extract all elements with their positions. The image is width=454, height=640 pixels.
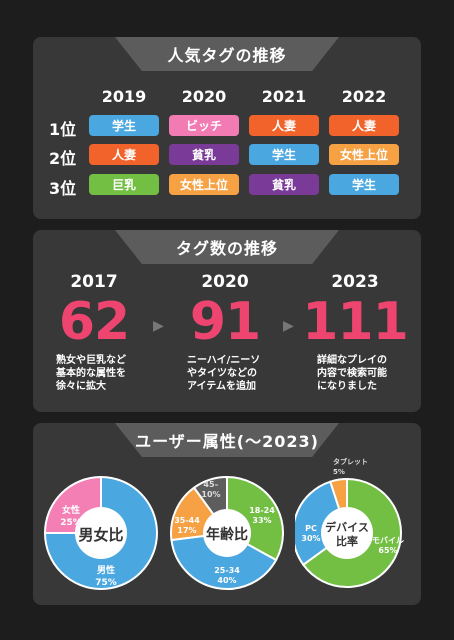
pie-title: 年齢比: [206, 526, 248, 543]
tag-count-column: 2020 91 ニーハイ/ニーソ やタイツなどの アイテムを追加: [170, 272, 280, 393]
pie-title: 比率: [336, 534, 358, 548]
year-header: 2021: [261, 87, 307, 106]
data-label: PC: [305, 524, 317, 533]
pie-center: [75, 507, 127, 559]
arrow-icon: ▶: [283, 318, 294, 334]
data-label: 25%: [60, 518, 82, 528]
pie-title: 男女比: [78, 526, 123, 544]
data-label: タブレット: [333, 458, 368, 466]
year-header: 2022: [341, 87, 387, 106]
pie-title: デバイス: [325, 520, 369, 534]
arrow-icon: ▶: [153, 318, 164, 334]
tag-count-panel: タグ数の推移 2017 62 熟女や巨乳など 基本的な属性を 徐々に拡大 2020 91 ニー…: [33, 230, 421, 412]
rank-label: 1位: [49, 120, 77, 139]
tag-chip: 人妻: [249, 115, 319, 136]
data-label: モバイル: [372, 536, 404, 545]
tag-count-value: 111: [302, 292, 409, 352]
data-label: 18-24: [249, 506, 275, 515]
tag-count-description: ニーハイ/ニーソ やタイツなどの アイテムを追加: [187, 355, 261, 392]
tag-count-description: 詳細なプレイの 内容で検索可能 になりました: [317, 355, 387, 392]
tag-count-column: 2017 62 熟女や巨乳など 基本的な属性を 徐々に拡大: [39, 272, 149, 393]
rank-label: 3位: [49, 179, 77, 198]
data-label: 65%: [378, 546, 397, 555]
tag-count-column: 2023 111 詳細なプレイの 内容で検索可能 になりました: [300, 272, 410, 393]
age-pie-chart: 年齢比 18-24 33% 25-34 40% 35-44 17% 45– 10…: [170, 475, 284, 590]
data-label: 35-44: [174, 516, 200, 525]
tag-chip: 女性上位: [329, 144, 399, 165]
tag-chip: 学生: [249, 144, 319, 165]
pie-center: [203, 509, 251, 557]
tag-chip: ビッチ: [169, 115, 239, 136]
tag-chip: 人妻: [329, 115, 399, 136]
pie-slice: [295, 480, 349, 567]
pie-slice: [43, 475, 158, 590]
popular-tags-panel: 人気タグの推移 2019 2020 2021 2022 1位 2位 3位 学生 ビッチ 人妻 人妻人…: [33, 37, 421, 219]
year-header: 2019: [101, 87, 147, 106]
popular-tags-title: 人気タグの推移: [115, 37, 339, 71]
data-label: 30%: [301, 534, 320, 543]
tag-count-value: 91: [189, 292, 261, 352]
tag-chip: 学生: [89, 115, 159, 136]
data-label: 10%: [201, 490, 220, 499]
data-label: 75%: [95, 578, 117, 588]
year-label: 2023: [331, 272, 379, 292]
tag-count-title: タグ数の推移: [115, 230, 339, 264]
data-label: 40%: [217, 576, 236, 585]
user-attributes-title: ユーザー属性(〜2023): [115, 423, 339, 457]
data-label: 女性: [62, 504, 80, 516]
data-label: 45–: [203, 480, 218, 489]
pie-center: [321, 507, 373, 559]
tag-chip: 貧乳: [169, 144, 239, 165]
tag-count-value: 62: [58, 292, 130, 352]
tag-chip: 学生: [329, 174, 399, 195]
rank-label: 2位: [49, 149, 77, 168]
pie-slice: [170, 531, 278, 590]
year-header: 2020: [181, 87, 227, 106]
tag-chip: 女性上位: [169, 174, 239, 195]
tag-chip: 貧乳: [249, 174, 319, 195]
tag-chip: 人妻: [89, 144, 159, 165]
data-label: 17%: [177, 526, 196, 535]
data-label: 33%: [252, 516, 271, 525]
data-label: 5%: [333, 468, 345, 476]
tablet-label: タブレット 5%: [333, 457, 368, 477]
user-attributes-panel: ユーザー属性(〜2023) 男女比 女性 25% 男性 75% 年齢比 18-2…: [33, 423, 421, 605]
tag-chip: 巨乳: [89, 174, 159, 195]
device-pie-chart: デバイス 比率 モバイル 65% PC 30%: [295, 477, 404, 588]
data-label: 25-34: [214, 566, 240, 575]
year-label: 2020: [201, 272, 249, 292]
data-label: 男性: [97, 564, 115, 576]
year-label: 2017: [70, 272, 118, 292]
tag-count-description: 熟女や巨乳など 基本的な属性を 徐々に拡大: [56, 355, 126, 392]
gender-pie-chart: 男女比 女性 25% 男性 75%: [43, 475, 158, 590]
